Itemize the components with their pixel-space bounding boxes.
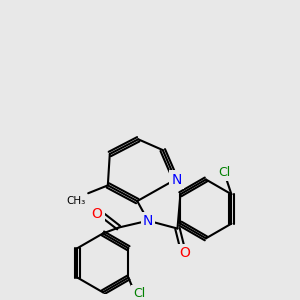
Text: Cl: Cl — [133, 287, 145, 300]
Text: Cl: Cl — [218, 166, 231, 179]
Text: N: N — [171, 172, 182, 187]
Text: O: O — [92, 207, 103, 221]
Text: O: O — [179, 246, 190, 260]
Text: CH₃: CH₃ — [66, 196, 85, 206]
Text: N: N — [143, 214, 153, 228]
